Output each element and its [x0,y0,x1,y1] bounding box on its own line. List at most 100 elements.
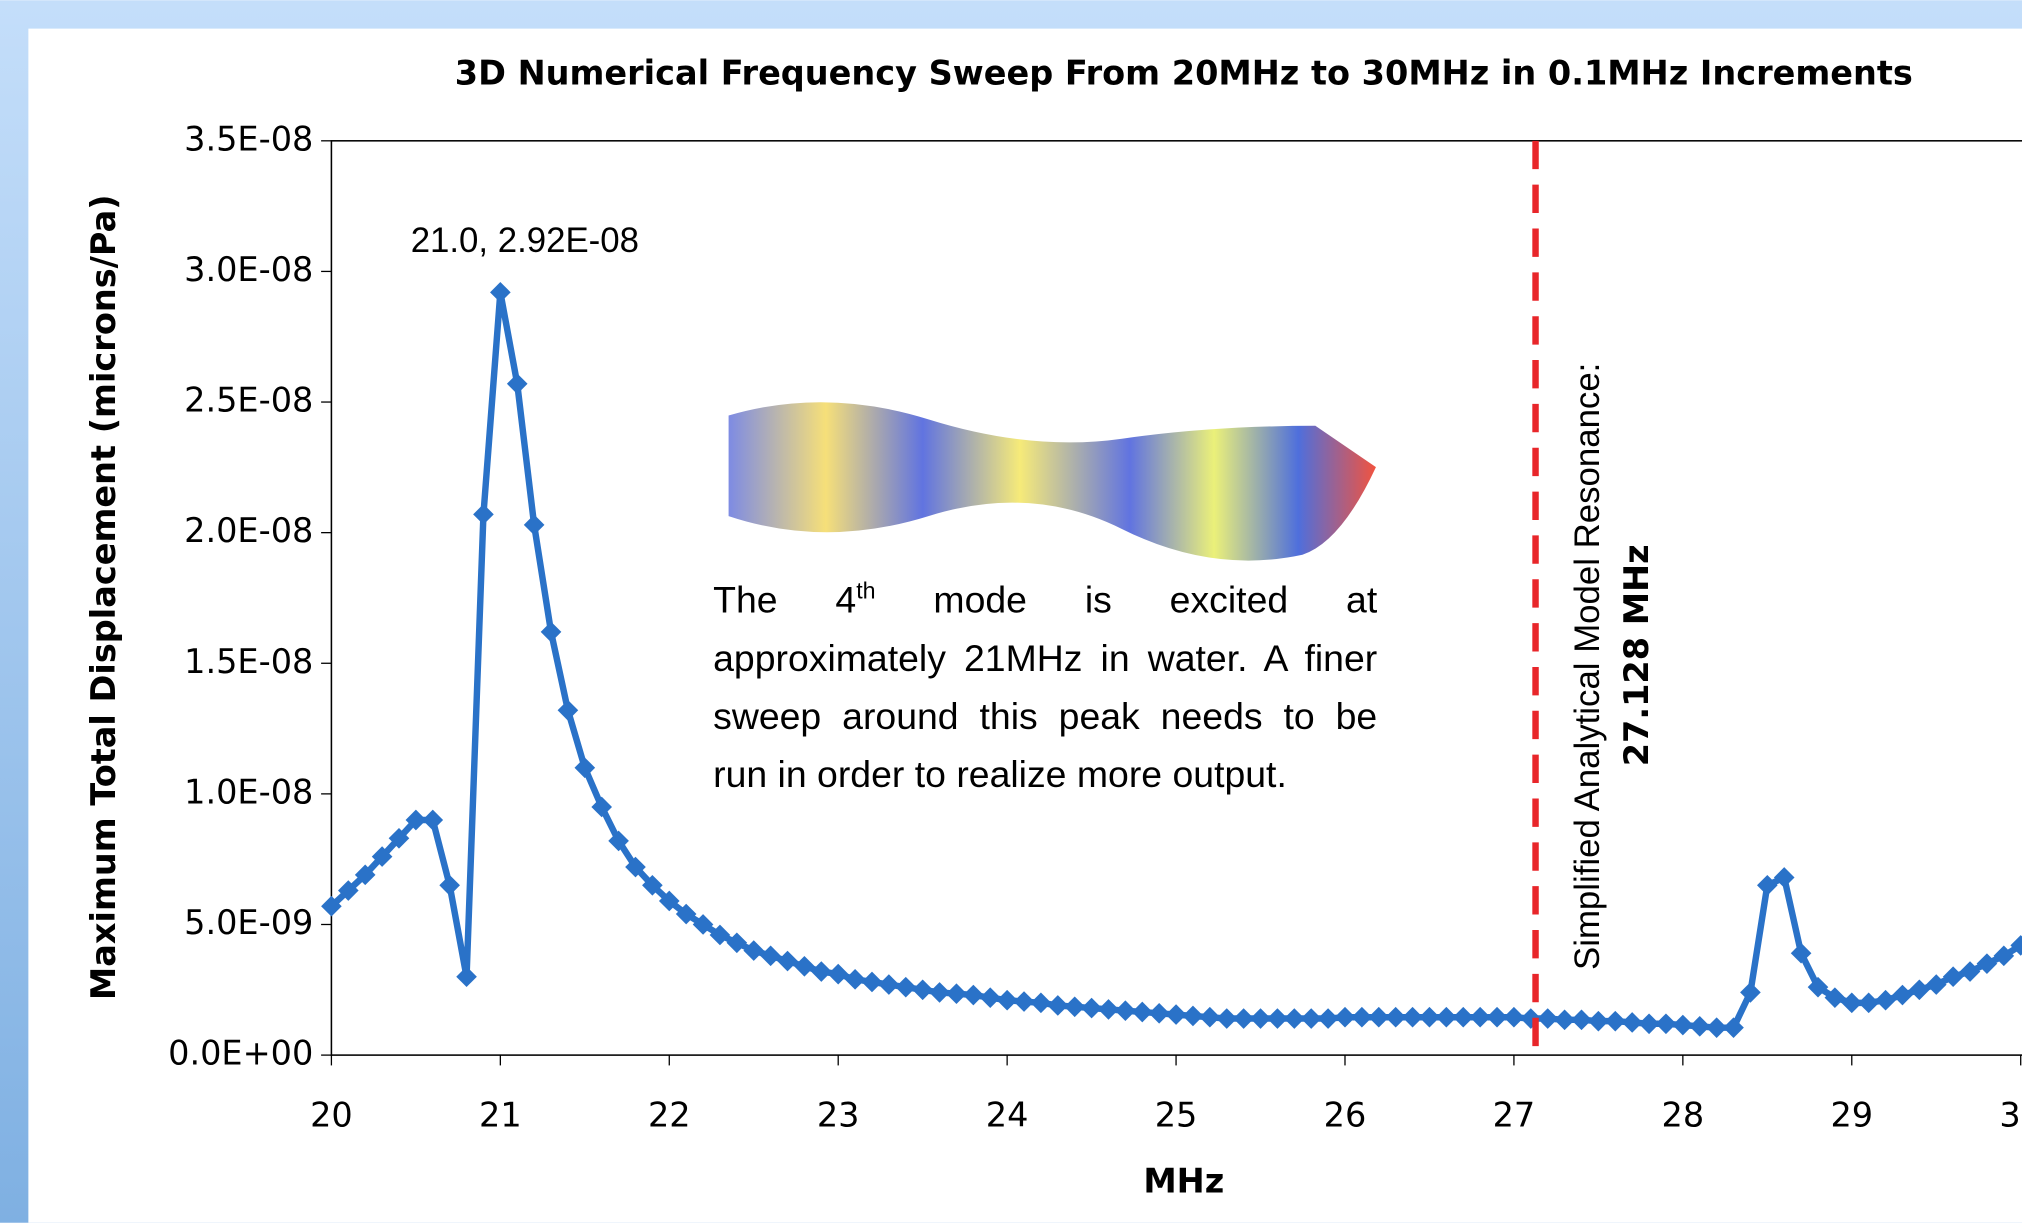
data-point [405,809,427,831]
data-point [929,982,950,1003]
reference-value-label: 27.128 MHz [1617,544,1656,766]
data-point [321,895,342,917]
x-tick-label: 20 [310,1096,353,1135]
data-point [490,282,511,303]
mode-shape-image [728,402,1376,561]
data-point [354,864,376,886]
data-point [1723,1017,1744,1038]
data-point [1740,982,1761,1003]
data-point [1537,1008,1559,1029]
data-point [963,984,984,1006]
data-point [861,971,883,993]
data-point [1909,979,1930,1001]
data-point [1588,1010,1609,1032]
data-point [1115,1000,1136,1022]
data-point [1672,1014,1694,1036]
x-tick-label: 22 [648,1096,691,1135]
y-axis-label: Maximum Total Displacement (microns/Pa) [84,194,123,1000]
data-point [1689,1016,1711,1037]
x-tick-label: 25 [1155,1096,1198,1135]
data-point [388,827,410,849]
data-point [1621,1012,1643,1033]
note-box: The 4th mode is excited at approximately… [713,562,1377,804]
x-tick-label: 30 [1999,1096,2022,1135]
x-tick-label: 23 [817,1096,860,1135]
x-tick-label: 28 [1662,1096,1705,1135]
peak-label: 21.0, 2.92E-08 [411,221,639,260]
data-point [1165,1004,1187,1025]
note-sup: th [856,577,876,604]
y-tick-label: 3.5E-08 [184,119,313,158]
data-point [1503,1006,1525,1028]
data-point [1283,1008,1305,1029]
data-point [1486,1006,1508,1028]
data-point [371,846,393,867]
data-point [1452,1006,1474,1028]
data-point [1858,992,1879,1014]
data-point [1571,1009,1592,1031]
y-tick-label: 2.0E-08 [184,511,313,550]
data-point [1334,1006,1356,1028]
data-point [979,987,1001,1008]
y-tick-label: 2.5E-08 [184,381,313,420]
y-tick-label: 3.0E-08 [184,250,313,289]
data-point [1993,945,2015,967]
data-point [1706,1017,1727,1038]
data-point [675,903,697,925]
data-point [1267,1008,1288,1029]
data-point [1807,976,1829,998]
data-point [1030,992,1052,1014]
x-tick-label: 21 [479,1096,522,1135]
reference-label: Simplified Analytical Model Resonance: [1568,363,1607,970]
x-axis-label: MHz [1143,1161,1224,1200]
data-point [946,983,967,1005]
data-point [1233,1008,1254,1029]
data-point [1064,996,1086,1018]
data-point [760,945,781,967]
y-tick-label: 0.0E+00 [168,1034,313,1073]
data-point [1385,1006,1406,1028]
data-point [1638,1013,1660,1035]
data-point [895,976,917,998]
note-text: mode is excited at approximately 21MHz i… [713,580,1378,796]
data-point [608,830,629,852]
data-point [1976,953,1998,974]
data-point [1402,1006,1423,1028]
data-point [2010,935,2022,956]
data-point [422,809,444,831]
data-point [1436,1006,1457,1028]
data-point [743,940,765,961]
data-point [1824,987,1846,1008]
data-point [1942,966,1964,988]
data-point [1199,1006,1221,1028]
data-point [439,874,460,896]
data-point [912,979,933,1001]
data-point [1756,874,1778,896]
data-point [1013,991,1035,1012]
note: The 4th mode is excited at approximately… [713,562,1377,804]
data-point [1604,1010,1626,1032]
y-tick-label: 5.0E-09 [184,903,313,942]
data-point [1300,1008,1322,1029]
data-point [1317,1008,1339,1029]
data-point [1892,984,1913,1006]
data-point [1554,1009,1575,1031]
data-point [1419,1006,1440,1028]
data-point [642,874,663,896]
data-point [1351,1006,1373,1028]
data-point [1081,997,1102,1019]
data-point [557,699,579,721]
x-tick-label: 29 [1830,1096,1873,1135]
plot-border [330,140,2022,1056]
data-point [726,932,748,954]
data-point [1841,992,1863,1014]
data-point [456,966,477,988]
x-tick-label: 26 [1324,1096,1367,1135]
note-text: The 4 [713,580,857,622]
data-point [1131,1001,1153,1023]
chart-title: 3D Numerical Frequency Sweep From 20MHz … [455,54,1913,93]
data-point [337,880,359,901]
data-point [1368,1006,1390,1028]
